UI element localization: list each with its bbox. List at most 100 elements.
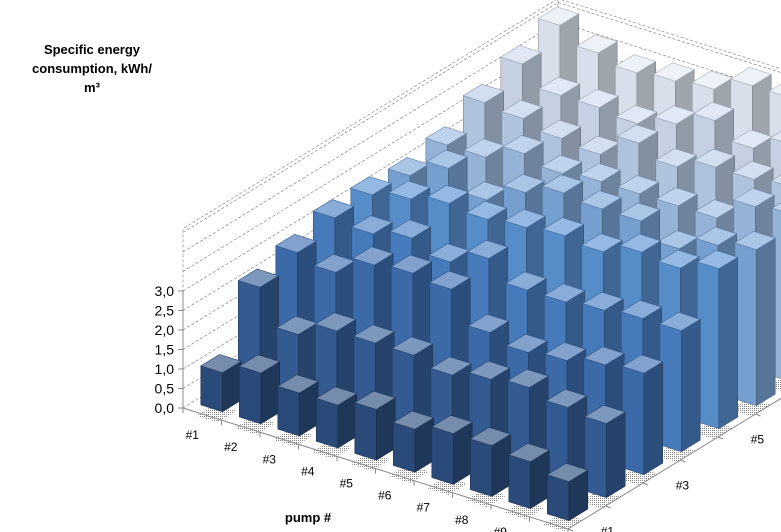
bar-top-face	[468, 360, 511, 380]
bar-top-face	[354, 390, 396, 410]
bar-top-face	[503, 173, 545, 193]
bar-top-face	[465, 200, 508, 220]
bar-top-face	[430, 356, 472, 376]
bar-front-face	[659, 323, 682, 453]
bars	[200, 6, 781, 522]
y-tick-label: 0,0	[155, 400, 175, 416]
bar-front-face	[508, 454, 531, 509]
bar-front-face	[734, 242, 757, 407]
y-tick-label: 0,5	[155, 381, 175, 397]
bar-side-face	[606, 411, 626, 499]
x-axis-title: pump #	[285, 510, 332, 525]
bar-top-face	[538, 76, 581, 96]
bar-top-face	[541, 174, 584, 194]
bar	[315, 386, 358, 449]
bar-top-face	[730, 67, 772, 87]
bar-top-face	[351, 215, 393, 235]
bar-top-face	[577, 88, 619, 108]
y-axis-title-line-2: consumption, kWh/	[32, 61, 152, 76]
y-tick-label: 2,0	[155, 322, 175, 338]
axis-labels: 0,0 0,5 1,0 1,5 2,0 2,5 3,0 #1 #2 #3 #4 #5 #6 #7 #8 #9 #…	[155, 283, 781, 532]
bar-top-face	[770, 174, 781, 185]
depth-tick	[567, 528, 574, 532]
bar	[508, 443, 550, 510]
y-tick-label: 1,0	[155, 361, 175, 377]
bar-side-face	[681, 318, 701, 453]
bar-front-face	[696, 261, 720, 430]
bar-top-face	[544, 342, 587, 362]
bar-top-face	[655, 148, 697, 168]
y-axis-title: Specific energy consumption, kWh/ m³	[8, 40, 176, 97]
bar-top-face	[576, 34, 618, 54]
y-tick-label: 2,5	[155, 303, 175, 319]
bar-top-face	[581, 233, 623, 253]
bar	[659, 312, 701, 453]
depth-tick	[680, 459, 686, 463]
bar-top-face	[621, 354, 664, 374]
depth-tick-label: #1	[601, 525, 615, 532]
bar-front-face	[621, 365, 645, 476]
gridline	[182, 41, 781, 272]
bar-top-face	[693, 148, 736, 168]
bar-top-face	[653, 62, 695, 82]
bar-top-face	[617, 175, 660, 195]
bar-side-face	[756, 237, 776, 407]
bar-top-face	[469, 427, 512, 447]
bar-top-face	[659, 312, 701, 332]
bar	[469, 427, 512, 497]
bar-top-face	[315, 386, 358, 406]
bar-top-face	[277, 374, 319, 394]
bar	[696, 250, 739, 430]
bar	[238, 354, 281, 425]
bar-top-face	[504, 209, 546, 229]
bar	[546, 462, 589, 522]
bar-front-face	[546, 474, 570, 522]
bar-front-face	[584, 416, 607, 499]
bar-top-face	[546, 462, 589, 482]
bar-top-face	[618, 202, 661, 222]
bar-top-face	[314, 312, 357, 332]
bar	[545, 388, 588, 487]
bar-front-face	[239, 365, 262, 425]
bar-front-face	[200, 365, 223, 413]
x-tick-label: #2	[224, 440, 238, 454]
bar-top-face	[540, 154, 583, 174]
bar-front-face	[277, 385, 300, 437]
bar	[277, 374, 319, 437]
bar-top-face	[584, 404, 626, 424]
bar-top-face	[768, 83, 781, 96]
gridline	[182, 60, 781, 292]
bar-top-face	[238, 354, 281, 374]
bar-front-face	[315, 397, 339, 449]
bar-top-face	[619, 233, 662, 253]
bar-top-face	[692, 101, 735, 121]
bar	[621, 354, 664, 476]
bar-top-face	[537, 6, 580, 26]
bar-top-face	[431, 414, 473, 434]
bar-top-face	[500, 45, 542, 65]
bar-top-face	[466, 239, 509, 259]
bar-top-face	[350, 176, 392, 196]
bar-top-face	[620, 299, 663, 319]
bar-top-face	[426, 149, 468, 169]
bar-top-face	[658, 249, 700, 269]
bar-top-face	[545, 388, 588, 408]
bar-top-face	[769, 131, 781, 142]
x-tick-label: #7	[417, 501, 431, 515]
depth-tick	[642, 482, 649, 486]
bar-top-face	[771, 202, 781, 212]
y-axis-title-line-1: Specific energy	[43, 42, 141, 57]
bar-top-face	[425, 126, 467, 146]
bar-top-face	[352, 246, 394, 266]
bar-top-face	[543, 283, 586, 303]
bar-top-face	[734, 230, 776, 250]
bar-top-face	[389, 219, 432, 239]
bar-top-face	[656, 187, 698, 207]
bar-top-face	[583, 346, 625, 366]
bar-top-face	[462, 83, 505, 103]
bar	[200, 354, 242, 413]
bar-top-face	[695, 226, 738, 246]
bar-top-face	[391, 336, 434, 356]
bar-top-face	[542, 217, 585, 237]
